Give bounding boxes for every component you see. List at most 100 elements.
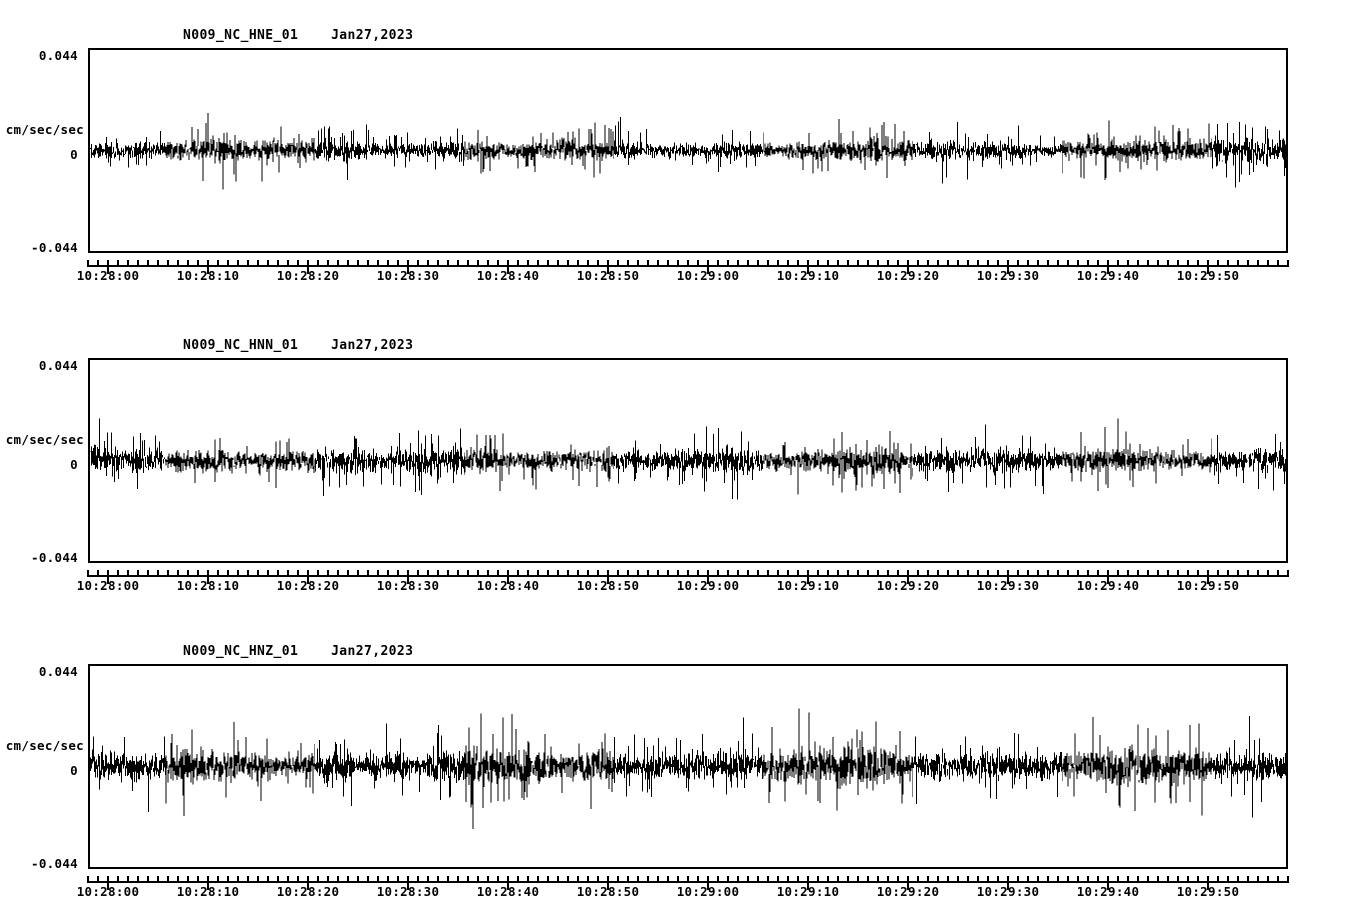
x-axis-minor-tick xyxy=(837,570,839,577)
x-axis-tick-label: 10:29:40 xyxy=(1076,578,1140,593)
x-axis-minor-tick xyxy=(187,260,189,267)
x-axis-minor-tick xyxy=(967,876,969,883)
x-axis-tick-label: 10:29:40 xyxy=(1076,268,1140,283)
x-axis-minor-tick xyxy=(1277,876,1279,883)
x-axis-minor-tick xyxy=(917,570,919,577)
x-axis-minor-tick xyxy=(617,570,619,577)
x-axis-minor-tick xyxy=(1167,876,1169,883)
y-axis-unit-label-hnn: cm/sec/sec xyxy=(5,432,84,447)
x-axis-tick-label: 10:28:20 xyxy=(276,884,340,899)
x-axis-minor-tick xyxy=(1147,876,1149,883)
x-axis-minor-tick xyxy=(1197,876,1199,883)
x-axis-major-tick xyxy=(1007,260,1009,274)
x-axis-minor-tick xyxy=(177,260,179,267)
x-axis-minor-tick xyxy=(1097,570,1099,577)
y-axis-max-label-hnn: 0.044 xyxy=(38,358,78,373)
x-axis-tick-label: 10:29:50 xyxy=(1176,578,1240,593)
x-axis-minor-tick xyxy=(227,570,229,577)
x-axis-major-tick xyxy=(107,570,109,584)
x-axis-minor-tick xyxy=(447,570,449,577)
x-axis-minor-tick xyxy=(597,260,599,267)
x-axis-minor-tick xyxy=(677,876,679,883)
x-axis-tick-label: 10:28:50 xyxy=(576,578,640,593)
x-axis-major-tick xyxy=(307,876,309,890)
x-axis-major-tick xyxy=(607,876,609,890)
x-axis-minor-tick xyxy=(1247,570,1249,577)
x-axis-minor-tick xyxy=(837,260,839,267)
x-axis-minor-tick xyxy=(287,570,289,577)
plot-area-hne xyxy=(88,48,1288,253)
x-axis-tick-label: 10:28:20 xyxy=(276,578,340,593)
x-axis-ticks-hnz xyxy=(87,869,1289,890)
x-axis-minor-tick xyxy=(467,876,469,883)
x-axis-minor-tick xyxy=(957,570,959,577)
x-axis-minor-tick xyxy=(397,570,399,577)
x-axis-minor-tick xyxy=(787,876,789,883)
x-axis-minor-tick xyxy=(1137,260,1139,267)
x-axis-minor-tick xyxy=(487,260,489,267)
panel-title-hne: N009_NC_HNE_01 Jan27,2023 xyxy=(183,28,414,43)
x-axis-minor-tick xyxy=(1157,260,1159,267)
x-axis-tick-label: 10:29:20 xyxy=(876,268,940,283)
x-axis-minor-tick xyxy=(1267,570,1269,577)
x-axis-minor-tick xyxy=(1217,570,1219,577)
x-axis-tick-label: 10:29:10 xyxy=(776,268,840,283)
x-axis-major-tick xyxy=(207,876,209,890)
y-axis-unit-label-hnz: cm/sec/sec xyxy=(5,738,84,753)
x-axis-minor-tick xyxy=(1057,260,1059,267)
x-axis-minor-tick xyxy=(267,570,269,577)
x-axis-minor-tick xyxy=(157,876,159,883)
y-axis-min-label-hnz: -0.044 xyxy=(31,856,78,871)
x-axis-minor-tick xyxy=(897,260,899,267)
x-axis-minor-tick xyxy=(877,876,879,883)
x-axis-minor-tick xyxy=(1237,260,1239,267)
x-axis-minor-tick xyxy=(1117,260,1119,267)
x-axis-minor-tick xyxy=(1267,260,1269,267)
x-axis-minor-tick xyxy=(1117,876,1119,883)
x-axis-minor-tick xyxy=(1277,260,1279,267)
x-axis-minor-tick xyxy=(857,570,859,577)
x-axis-minor-tick xyxy=(257,876,259,883)
x-axis-minor-tick xyxy=(567,570,569,577)
x-axis-minor-tick xyxy=(547,570,549,577)
x-axis-minor-tick xyxy=(1187,876,1189,883)
x-axis-ticks-hnn xyxy=(87,563,1289,584)
x-axis-minor-tick xyxy=(1117,570,1119,577)
x-axis-minor-tick xyxy=(797,260,799,267)
x-axis-minor-tick xyxy=(1127,260,1129,267)
x-axis-major-tick xyxy=(907,260,909,274)
x-axis-minor-tick xyxy=(927,876,929,883)
x-axis-minor-tick xyxy=(727,260,729,267)
x-axis-minor-tick xyxy=(247,876,249,883)
x-axis-minor-tick xyxy=(527,876,529,883)
x-axis-minor-tick xyxy=(937,570,939,577)
x-axis-minor-tick xyxy=(687,570,689,577)
x-axis-minor-tick xyxy=(357,570,359,577)
x-axis-minor-tick xyxy=(697,260,699,267)
x-axis-minor-tick xyxy=(897,570,899,577)
x-axis-minor-tick xyxy=(1267,876,1269,883)
x-axis-minor-tick xyxy=(297,876,299,883)
x-axis-minor-tick xyxy=(527,570,529,577)
x-axis-minor-tick xyxy=(947,260,949,267)
x-axis-tick-label: 10:28:30 xyxy=(376,578,440,593)
x-axis-minor-tick xyxy=(177,570,179,577)
x-axis-minor-tick xyxy=(137,260,139,267)
x-axis-tick-label: 10:29:00 xyxy=(676,884,740,899)
x-axis-minor-tick xyxy=(137,570,139,577)
x-axis-tick-label: 10:28:30 xyxy=(376,268,440,283)
x-axis-minor-tick xyxy=(317,260,319,267)
x-axis-labels-hnn: 10:28:00 10:28:10 10:28:20 10:28:30 10:28:40… xyxy=(77,578,1288,593)
x-axis-minor-tick xyxy=(797,570,799,577)
x-axis-minor-tick xyxy=(177,876,179,883)
x-axis-minor-tick xyxy=(587,570,589,577)
x-axis-minor-tick xyxy=(917,260,919,267)
x-axis-minor-tick xyxy=(87,260,89,267)
x-axis-tick-label: 10:28:10 xyxy=(176,268,240,283)
x-axis-minor-tick xyxy=(1077,260,1079,267)
x-axis-minor-tick xyxy=(737,876,739,883)
x-axis-minor-tick xyxy=(147,876,149,883)
x-axis-minor-tick xyxy=(467,260,469,267)
x-axis-minor-tick xyxy=(267,260,269,267)
x-axis-minor-tick xyxy=(967,570,969,577)
